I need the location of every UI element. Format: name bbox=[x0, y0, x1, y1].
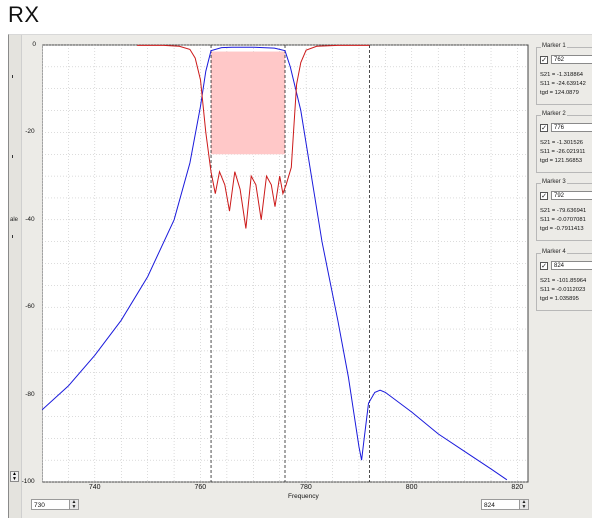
strip-tick bbox=[12, 75, 13, 78]
marker-tgd-readout: tgd = -0.7911413 bbox=[540, 226, 584, 232]
x-min-value: 730 bbox=[34, 502, 45, 509]
y-tick-label: -60 bbox=[25, 303, 35, 311]
marker-group-4: Marker 4 ✓ 824 S21 = -101.85964 S11 = -0.011… bbox=[536, 249, 592, 311]
x-tick-label: 780 bbox=[300, 484, 312, 491]
scroll-up-icon: ▲ bbox=[12, 471, 17, 477]
stepper-up-icon[interactable]: ▲ bbox=[521, 499, 527, 505]
series-line-s11 bbox=[137, 44, 370, 229]
marker-title: Marker 1 bbox=[541, 43, 567, 49]
strip-tick bbox=[12, 155, 13, 158]
marker-s11-readout: S11 = -0.0112023 bbox=[540, 287, 586, 293]
x-min-spinbox[interactable]: 730 ▲ ▼ bbox=[31, 499, 79, 510]
marker-tgd-readout: tgd = 1.035895 bbox=[540, 296, 579, 302]
x-axis-label: Frequency bbox=[288, 493, 319, 500]
y-tick-label: -20 bbox=[25, 128, 35, 136]
marker-enable-checkbox[interactable]: ✓ bbox=[540, 262, 548, 270]
stepper-down-icon[interactable]: ▼ bbox=[71, 503, 77, 510]
marker-enable-checkbox[interactable]: ✓ bbox=[540, 56, 548, 64]
marker-frequency-input[interactable]: 824 bbox=[551, 261, 592, 270]
marker-tgd-readout: tgd = 124.0879 bbox=[540, 90, 579, 96]
x-max-stepper[interactable]: ▲ ▼ bbox=[519, 500, 528, 509]
chart-panel: ale Frequency ▲ ▼ 730 ▲ ▼ 824 ▲ ▼ Marker… bbox=[8, 34, 592, 518]
x-tick-label: 740 bbox=[88, 484, 101, 491]
marker-group-2: Marker 2 ✓ 776 S21 = -1.301526 S11 = -26.021… bbox=[536, 111, 592, 173]
frequency-response-chart[interactable] bbox=[42, 35, 539, 483]
marker-title: Marker 2 bbox=[541, 111, 567, 117]
stepper-down-icon[interactable]: ▼ bbox=[521, 503, 527, 510]
y-axis-label: ale bbox=[10, 217, 19, 223]
marker-s21-readout: S21 = -101.85964 bbox=[540, 278, 587, 284]
x-tick-label: 820 bbox=[511, 484, 524, 491]
marker-group-3: Marker 3 ✓ 792 S21 = -79.636941 S11 = -0.070… bbox=[536, 179, 592, 241]
marker-group-1: Marker 1 ✓ 762 S21 = -1.318864 S11 = -24.639… bbox=[536, 43, 592, 105]
x-max-value: 824 bbox=[484, 502, 495, 509]
marker-frequency-input[interactable]: 792 bbox=[551, 191, 592, 200]
x-max-spinbox[interactable]: 824 ▲ ▼ bbox=[481, 499, 529, 510]
stepper-up-icon[interactable]: ▲ bbox=[71, 499, 77, 505]
left-strip bbox=[9, 35, 22, 518]
passband-shaded-region bbox=[211, 51, 285, 155]
y-tick-label: -40 bbox=[25, 215, 35, 223]
marker-s21-readout: S21 = -1.318864 bbox=[540, 72, 584, 78]
series-line-s21 bbox=[42, 46, 508, 481]
x-min-stepper[interactable]: ▲ ▼ bbox=[69, 500, 78, 509]
marker-frequency-input[interactable]: 762 bbox=[551, 55, 592, 64]
y-tick-label: -80 bbox=[25, 390, 35, 398]
marker-s21-readout: S21 = -1.301526 bbox=[540, 140, 584, 146]
window-title: RX bbox=[8, 2, 40, 27]
marker-title: Marker 3 bbox=[541, 179, 567, 185]
y-tick-label: 0 bbox=[32, 41, 37, 48]
y-tick-label: -100 bbox=[21, 478, 35, 485]
marker-tgd-readout: tgd = 121.56853 bbox=[540, 158, 583, 164]
marker-frequency-input[interactable]: 776 bbox=[551, 123, 592, 132]
marker-s21-readout: S21 = -79.636941 bbox=[540, 208, 587, 214]
y-scroll-button[interactable]: ▲ ▼ bbox=[10, 471, 19, 482]
marker-enable-checkbox[interactable]: ✓ bbox=[540, 124, 548, 132]
marker-s11-readout: S11 = -0.0707081 bbox=[540, 217, 586, 223]
strip-tick bbox=[12, 235, 13, 238]
x-tick-label: 800 bbox=[405, 484, 418, 491]
marker-s11-readout: S11 = -26.021911 bbox=[540, 149, 586, 155]
marker-title: Marker 4 bbox=[541, 249, 567, 255]
x-tick-label: 760 bbox=[194, 484, 207, 491]
marker-s11-readout: S11 = -24.639142 bbox=[540, 81, 586, 87]
marker-enable-checkbox[interactable]: ✓ bbox=[540, 192, 548, 200]
scroll-down-icon: ▼ bbox=[12, 476, 17, 482]
